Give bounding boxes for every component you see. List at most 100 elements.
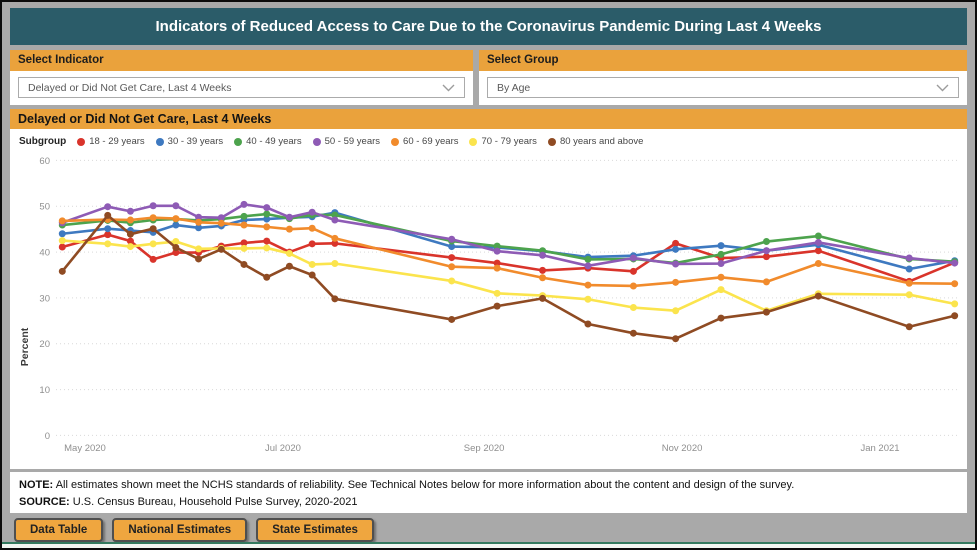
data-point[interactable] [195,255,203,263]
data-point[interactable] [308,208,316,216]
data-point[interactable] [951,312,959,320]
data-point[interactable] [672,278,680,286]
data-point[interactable] [717,242,725,250]
indicator-select[interactable]: Delayed or Did Not Get Care, Last 4 Week… [18,77,465,98]
data-point[interactable] [717,314,725,322]
data-point[interactable] [195,245,203,253]
data-point[interactable] [285,249,293,257]
data-point[interactable] [126,207,134,215]
data-point[interactable] [149,255,157,263]
data-point[interactable] [240,200,248,208]
data-point[interactable] [263,210,271,218]
data-point[interactable] [493,242,501,250]
data-point[interactable] [629,329,637,337]
data-point[interactable] [672,245,680,253]
data-point[interactable] [448,263,456,271]
data-point[interactable] [493,247,501,255]
data-point[interactable] [717,260,725,268]
data-point[interactable] [217,214,225,222]
data-point[interactable] [285,262,293,270]
group-select[interactable]: By Age [487,77,959,98]
data-point[interactable] [58,237,66,245]
data-point[interactable] [951,280,959,288]
data-point[interactable] [814,238,822,246]
data-point[interactable] [149,202,157,210]
data-point[interactable] [814,247,822,255]
data-point[interactable] [584,281,592,289]
data-point[interactable] [539,266,547,274]
data-point[interactable] [126,243,134,251]
data-point[interactable] [285,213,293,221]
data-point[interactable] [762,278,770,286]
data-point[interactable] [493,302,501,310]
data-point[interactable] [308,271,316,279]
data-point[interactable] [58,230,66,238]
data-point[interactable] [240,221,248,229]
data-point[interactable] [331,260,339,268]
data-point[interactable] [331,211,339,219]
data-point[interactable] [905,291,913,299]
data-point[interactable] [263,215,271,223]
legend-item[interactable]: 18 - 29 years [77,136,145,147]
data-point[interactable] [263,237,271,245]
data-point[interactable] [308,224,316,232]
data-point[interactable] [448,235,456,243]
legend-item[interactable]: 40 - 49 years [234,136,302,147]
data-point[interactable] [814,260,822,268]
state-estimates-button[interactable]: State Estimates [256,518,374,542]
data-point[interactable] [905,265,913,273]
data-point[interactable] [58,217,66,225]
national-estimates-button[interactable]: National Estimates [112,518,248,542]
legend-item[interactable]: 80 years and above [547,136,643,147]
data-point[interactable] [539,294,547,302]
data-point[interactable] [149,225,157,233]
data-point[interactable] [104,211,112,219]
data-point[interactable] [539,274,547,282]
data-point[interactable] [717,273,725,281]
data-point[interactable] [285,225,293,233]
data-point[interactable] [672,307,680,315]
data-point[interactable] [629,304,637,312]
data-point[interactable] [240,212,248,220]
data-point[interactable] [493,264,501,272]
data-point[interactable] [814,292,822,300]
data-point[interactable] [240,239,248,247]
data-point[interactable] [672,239,680,247]
data-point[interactable] [104,240,112,248]
data-point[interactable] [814,232,822,240]
data-point[interactable] [717,286,725,294]
data-point[interactable] [240,244,248,252]
data-point[interactable] [172,202,180,210]
legend-item[interactable]: 50 - 59 years [312,136,380,147]
data-point[interactable] [584,295,592,303]
data-point[interactable] [539,251,547,259]
data-point[interactable] [217,219,225,227]
data-table-button[interactable]: Data Table [14,518,104,542]
data-point[interactable] [126,230,134,238]
data-point[interactable] [762,247,770,255]
data-point[interactable] [172,215,180,223]
data-point[interactable] [172,249,180,257]
data-point[interactable] [308,240,316,248]
data-point[interactable] [717,250,725,258]
data-point[interactable] [172,221,180,229]
data-point[interactable] [672,260,680,268]
data-point[interactable] [331,295,339,303]
data-point[interactable] [308,260,316,268]
data-point[interactable] [58,243,66,251]
data-point[interactable] [951,300,959,308]
data-point[interactable] [263,223,271,231]
data-point[interactable] [905,254,913,262]
data-point[interactable] [762,238,770,246]
data-point[interactable] [448,254,456,262]
data-point[interactable] [905,279,913,287]
data-point[interactable] [629,267,637,275]
data-point[interactable] [240,260,248,268]
data-point[interactable] [905,323,913,331]
data-point[interactable] [126,237,134,245]
legend-item[interactable]: 30 - 39 years [155,136,223,147]
data-point[interactable] [584,320,592,328]
data-point[interactable] [629,282,637,290]
data-point[interactable] [195,213,203,221]
data-point[interactable] [584,262,592,270]
